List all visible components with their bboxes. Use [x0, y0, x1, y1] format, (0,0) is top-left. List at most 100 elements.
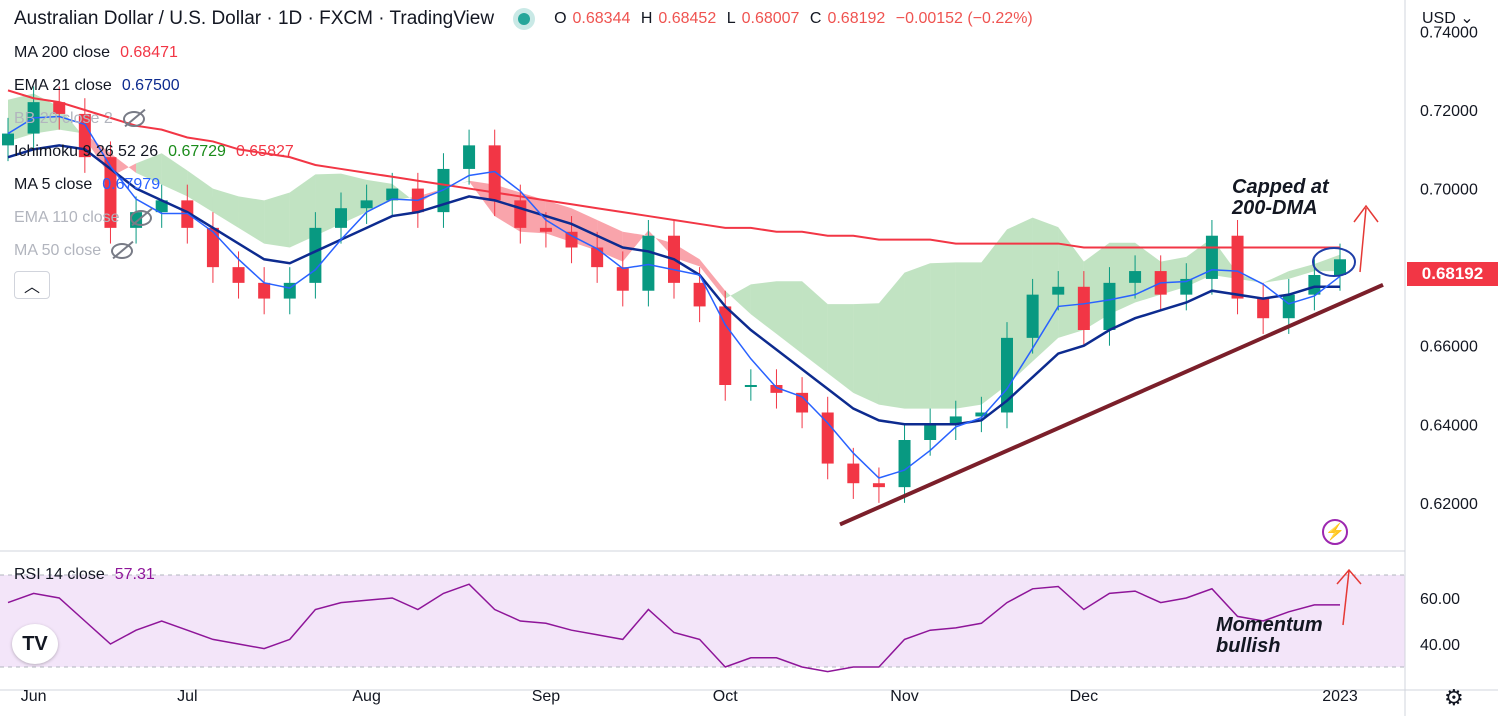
- last-price-tag: 0.68192: [1407, 262, 1498, 286]
- indicator-name: MA 50 close: [14, 242, 102, 259]
- ichimoku-cloud-segment: [110, 153, 137, 177]
- ichimoku-cloud-segment: [136, 153, 162, 185]
- ichimoku-cloud-segment: [315, 173, 341, 236]
- time-tick-label: Dec: [1070, 688, 1098, 705]
- open-value: 0.68344: [572, 10, 631, 27]
- ichimoku-cloud-segment: [776, 281, 803, 354]
- ichimoku-cloud-segment: [238, 196, 265, 244]
- candle-body: [488, 145, 501, 201]
- candle-body: [514, 200, 527, 228]
- price-tick-label: 0.66000: [1420, 339, 1478, 356]
- candle-body: [693, 282, 706, 307]
- ma200-line: [7, 89, 1340, 249]
- candle-body: [258, 282, 271, 299]
- ichimoku-cloud-segment: [750, 281, 777, 334]
- ichimoku-cloud-segment: [417, 187, 444, 205]
- candle-body: [539, 227, 552, 232]
- legend-bb20[interactable]: BB 20 close 2: [14, 110, 145, 128]
- ichimoku-cloud-segment: [84, 133, 111, 177]
- candle-body: [821, 412, 834, 464]
- candle-body: [1103, 282, 1116, 330]
- time-tick-label: Aug: [352, 688, 380, 705]
- ichimoku-cloud-segment: [981, 229, 1007, 405]
- candle-body: [2, 133, 14, 146]
- ichimoku-cloud-segment: [1135, 242, 1161, 303]
- annotation-momentum: Momentum bullish: [1216, 614, 1323, 657]
- ichimoku-cloud-segment: [1186, 238, 1212, 287]
- candle-body: [335, 208, 347, 228]
- ichimoku-cloud-segment: [59, 106, 85, 139]
- up-arrow-price-head: [1353, 204, 1379, 223]
- legend-ma200[interactable]: MA 200 close 0.68471: [14, 44, 178, 62]
- highlight-ellipse: [1312, 247, 1356, 277]
- indicator-name: EMA 21 close: [14, 77, 112, 94]
- close-label: C: [809, 10, 822, 27]
- candle-body: [949, 416, 962, 425]
- currency-selector[interactable]: USD ⌄: [1422, 8, 1474, 28]
- ichimoku-cloud-segment: [289, 174, 316, 248]
- candle-body: [1231, 235, 1244, 299]
- ichimoku-cloud-segment: [1288, 264, 1315, 279]
- up-arrow-rsi-head: [1336, 568, 1362, 585]
- hidden-eye-icon[interactable]: [122, 110, 145, 127]
- candle-body: [1026, 294, 1039, 338]
- collapse-legend-button[interactable]: ︿: [14, 271, 50, 299]
- ma5-line: [7, 115, 1341, 479]
- hidden-eye-icon[interactable]: [129, 209, 152, 226]
- legend-ichimoku[interactable]: Ichimoku 9 26 52 26 0.67729 0.65827: [14, 143, 294, 161]
- hidden-eye-icon[interactable]: [111, 242, 134, 259]
- candle-body: [744, 385, 757, 387]
- indicator-value: 57.31: [114, 566, 155, 583]
- legend-ma50[interactable]: MA 50 close: [14, 242, 134, 260]
- candle-body: [975, 412, 988, 417]
- legend-ma5[interactable]: MA 5 close 0.67979: [14, 176, 160, 194]
- change-value: −0.00152 (−0.22%): [895, 10, 1033, 27]
- legend-ema110[interactable]: EMA 110 close: [14, 209, 152, 227]
- ichimoku-cloud-segment: [33, 93, 60, 134]
- currency-label: USD: [1422, 10, 1456, 27]
- candle-body: [386, 188, 399, 201]
- ichimoku-cloud-segment: [853, 303, 879, 405]
- ichimoku-cloud-segment: [1314, 254, 1340, 272]
- indicator-name: RSI 14 close: [14, 566, 105, 583]
- indicator-value-2: 0.65827: [235, 143, 294, 160]
- ichimoku-cloud-segment: [341, 173, 367, 224]
- indicator-name: MA 200 close: [14, 44, 111, 61]
- rsi-band: [0, 575, 1405, 667]
- ichimoku-cloud-segment: [264, 192, 290, 248]
- legend-ema21[interactable]: EMA 21 close 0.67500: [14, 77, 180, 95]
- time-tick-label: Sep: [532, 688, 561, 705]
- low-value: 0.68007: [741, 10, 800, 27]
- price-tick-label: 0.74000: [1420, 24, 1478, 41]
- indicator-value: 0.68471: [120, 44, 178, 61]
- ichimoku-cloud-segment: [878, 272, 905, 409]
- candle-body: [1052, 286, 1065, 295]
- rsi-tick-label: 60.00: [1420, 591, 1460, 608]
- ichimoku-cloud-segment: [955, 262, 982, 409]
- candle-body: [360, 200, 373, 209]
- candle-body: [104, 157, 117, 228]
- candle-body: [1257, 298, 1270, 319]
- low-label: L: [726, 10, 736, 27]
- price-tick-label: 0.70000: [1420, 182, 1478, 199]
- candle-body: [1334, 259, 1346, 275]
- candle-body: [642, 235, 655, 291]
- chevron-up-icon: ︿: [23, 279, 40, 296]
- ichimoku-cloud-segment: [725, 284, 751, 315]
- candle-body: [1180, 278, 1193, 295]
- ichimoku-cloud-segment: [827, 304, 854, 393]
- candle-body: [1308, 275, 1321, 295]
- indicator-value: 0.67979: [102, 176, 161, 193]
- ichimoku-cloud-segment: [443, 180, 470, 189]
- ichimoku-cloud-segment: [1058, 227, 1084, 338]
- gear-icon[interactable]: ⚙: [1444, 685, 1464, 710]
- support-trendline: [839, 282, 1384, 527]
- high-value: 0.68452: [658, 10, 717, 27]
- legend-rsi[interactable]: RSI 14 close 57.31: [14, 566, 155, 584]
- candle-body: [463, 145, 476, 169]
- up-arrow-rsi: [1342, 570, 1350, 626]
- tradingview-logo[interactable]: TV: [12, 624, 58, 664]
- price-tick-label: 0.64000: [1420, 417, 1478, 434]
- lightning-icon[interactable]: ⚡: [1322, 519, 1348, 545]
